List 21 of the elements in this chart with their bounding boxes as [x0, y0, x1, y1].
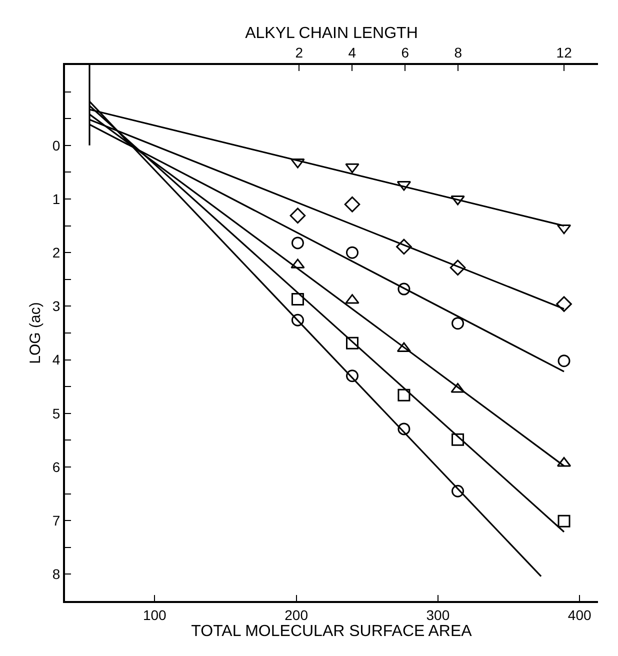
x2-tick-label: 6	[401, 44, 410, 60]
y-tick-label: 6	[52, 458, 60, 475]
x2-axis-title: ALKYL CHAIN LENGTH	[245, 24, 418, 42]
y-tick-label: 8	[52, 566, 60, 582]
x-axis-title: TOTAL MOLECULAR SURFACE AREA	[191, 622, 472, 640]
x2-tick-label: 4	[348, 44, 356, 60]
y-axis-title: LOG (ac)	[27, 302, 44, 364]
x-tick-label: 400	[568, 606, 592, 623]
x2-tick-label: 8	[454, 44, 462, 60]
y-tick-label: 0	[52, 137, 60, 154]
y-tick-label: 4	[52, 352, 60, 368]
x2-tick-label: 2	[295, 44, 304, 60]
x-tick-label: 100	[142, 606, 167, 623]
y-tick-label: 1	[52, 190, 60, 207]
x-tick-label: 300	[426, 606, 450, 623]
x2-tick-label: 12	[556, 44, 572, 60]
y-tick-label: 7	[52, 512, 60, 528]
y-tick-label: 5	[52, 405, 60, 422]
x-tick-label: 200	[284, 606, 308, 623]
y-tick-label: 2	[52, 244, 60, 260]
y-tick-label: 3	[52, 298, 60, 314]
